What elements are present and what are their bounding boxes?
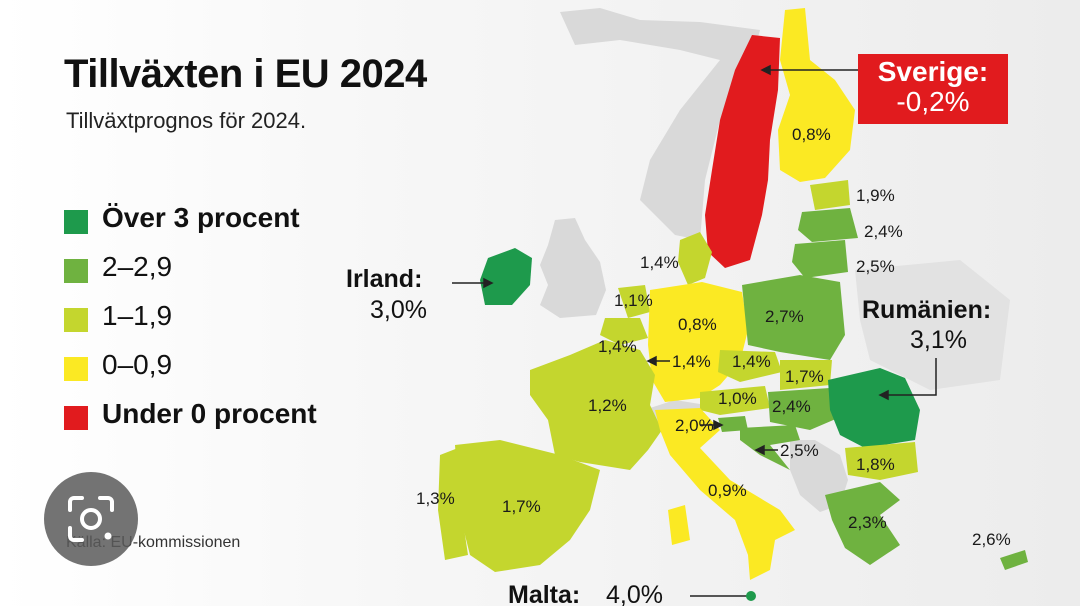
label-spain: 1,7% [502,497,541,516]
country-czechia [718,350,782,382]
label-lithuania: 2,5% [856,257,895,276]
country-italy-sardinia [668,505,690,545]
label-netherlands: 1,1% [614,291,653,310]
country-latvia [798,208,858,242]
label-latvia: 2,4% [864,222,903,241]
country-croatia [740,425,800,470]
label-czechia: 1,4% [732,352,771,371]
label-france: 1,2% [588,396,627,415]
country-slovakia [780,360,832,390]
callout-sverige: Sverige: -0,2% [858,54,1008,124]
country-finland [778,8,855,182]
page-title: Tillväxten i EU 2024 [64,52,427,96]
label-germany: 0,8% [678,315,717,334]
belarus-ukraine-shape [855,260,1010,390]
country-estonia [810,180,850,210]
country-bulgaria [845,442,918,480]
label-finland: 0,8% [792,125,831,144]
legend-swatch [64,308,88,332]
country-belgium [600,318,648,345]
legend-label: 2–2,9 [102,251,173,282]
label-slovakia: 1,7% [785,367,824,386]
country-romania [828,368,920,448]
label-belgium: 1,4% [598,337,637,356]
callout-irland-name: Irland: [346,265,422,293]
callout-rumanien-value: 3,1% [910,326,967,354]
country-hungary [768,388,838,430]
country-poland [742,275,845,360]
callout-sverige-name: Sverige: [877,56,989,87]
country-france [530,340,662,470]
label-hungary: 2,4% [772,397,811,416]
label-italy: 0,9% [708,481,747,500]
label-greece: 2,3% [848,513,887,532]
legend-swatch [64,406,88,430]
callout-malta-value: 4,0% [606,581,663,606]
legend-label: Över 3 procent [102,202,300,233]
country-sweden [705,35,780,268]
norway-shape [560,8,760,240]
label-croatia: 2,5% [780,441,819,460]
callout-sverige-value: -0,2% [896,86,970,117]
callout-malta-name: Malta: [508,581,580,606]
label-poland: 2,7% [765,307,804,326]
label-cyprus: 2,6% [972,530,1011,549]
google-lens-button[interactable] [44,472,138,566]
country-portugal [438,448,468,560]
country-austria [700,386,770,415]
legend-swatch [64,210,88,234]
country-ireland [480,248,532,305]
uk-shape [540,218,606,318]
label-austria: 1,0% [718,389,757,408]
legend-label: 0–0,9 [102,349,173,380]
label-bulgaria: 1,8% [856,455,895,474]
legend-swatch [64,259,88,283]
country-spain [455,440,600,572]
label-portugal: 1,3% [416,489,455,508]
page-subtitle: Tillväxtprognos för 2024. [66,108,307,133]
country-lithuania [792,240,848,278]
country-denmark [678,232,712,285]
label-denmark: 1,4% [640,253,679,272]
label-luxembourg: 1,4% [672,352,711,371]
country-germany [648,282,748,402]
callout-rumanien-name: Rumänien: [862,296,991,324]
google-lens-icon [68,496,114,542]
country-cyprus [1000,550,1028,570]
label-estonia: 1,9% [856,186,895,205]
country-netherlands [618,285,650,318]
leader-lines [452,64,937,601]
country-greece [825,482,900,565]
legend-label: 1–1,9 [102,300,173,331]
callout-irland-value: 3,0% [370,296,427,324]
country-italy [655,408,795,580]
legend-label: Under 0 procent [102,398,317,429]
legend-swatch [64,357,88,381]
label-slovenia: 2,0% [675,416,714,435]
